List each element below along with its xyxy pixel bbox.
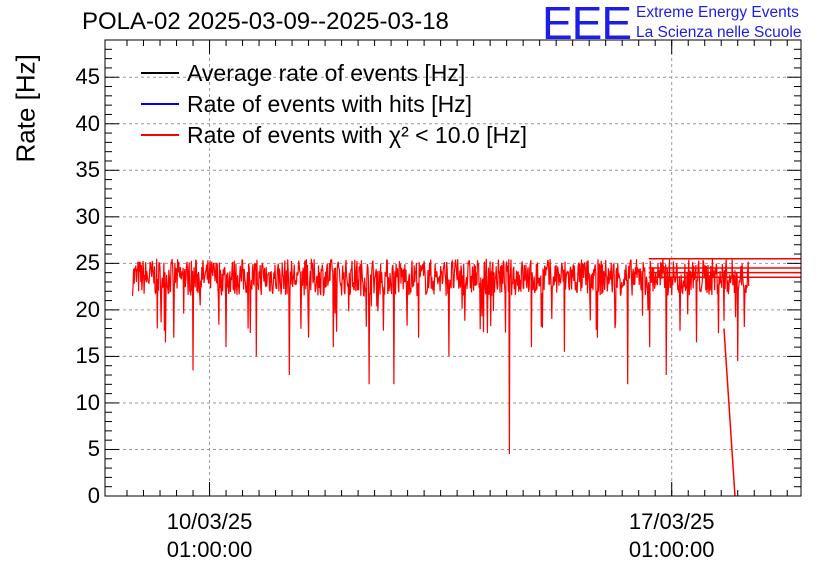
y-tick-label: 15 bbox=[75, 343, 100, 369]
legend-swatch bbox=[141, 103, 179, 105]
y-tick-label: 40 bbox=[75, 110, 100, 136]
x-tick-label: 10/03/25 01:00:00 bbox=[140, 508, 280, 564]
x-tick-label: 17/03/25 01:00:00 bbox=[602, 508, 742, 564]
y-tick-label: 35 bbox=[75, 157, 100, 183]
plot-frame bbox=[104, 39, 802, 497]
y-tick-label: 20 bbox=[75, 296, 100, 322]
legend-entry: Rate of events with χ² < 10.0 [Hz] bbox=[141, 122, 527, 148]
x-tick-time: 01:00:00 bbox=[166, 537, 253, 562]
legend-label: Rate of events with hits [Hz] bbox=[187, 90, 473, 117]
legend-label: Average rate of events [Hz] bbox=[187, 59, 466, 86]
series-chi2-line bbox=[131, 258, 750, 455]
y-tick-label: 30 bbox=[75, 203, 100, 229]
y-tick-label: 10 bbox=[75, 389, 100, 415]
legend-swatch bbox=[141, 72, 179, 74]
legend-entry: Rate of events with hits [Hz] bbox=[141, 91, 472, 117]
logo-subtitle-1: Extreme Energy Events bbox=[636, 4, 799, 21]
y-axis-label: Rate [Hz] bbox=[10, 54, 41, 163]
eee-logo: EEE bbox=[542, 0, 632, 49]
legend-entry: Average rate of events [Hz] bbox=[141, 60, 465, 86]
y-tick-label: 5 bbox=[87, 436, 100, 462]
y-tick-label: 0 bbox=[87, 483, 100, 508]
y-tick-label: 45 bbox=[75, 64, 100, 90]
logo-subtitle-2: La Scienza nelle Scuole bbox=[636, 24, 802, 41]
x-tick-date: 17/03/25 bbox=[628, 509, 715, 534]
legend-swatch bbox=[141, 134, 179, 136]
x-tick-time: 01:00:00 bbox=[628, 537, 715, 562]
chart-title: POLA-02 2025-03-09--2025-03-18 bbox=[82, 8, 449, 35]
x-tick-date: 10/03/25 bbox=[166, 509, 253, 534]
legend-label: Rate of events with χ² < 10.0 [Hz] bbox=[187, 121, 527, 148]
y-tick-label: 25 bbox=[75, 250, 100, 276]
series-chi2-drop bbox=[723, 328, 736, 497]
